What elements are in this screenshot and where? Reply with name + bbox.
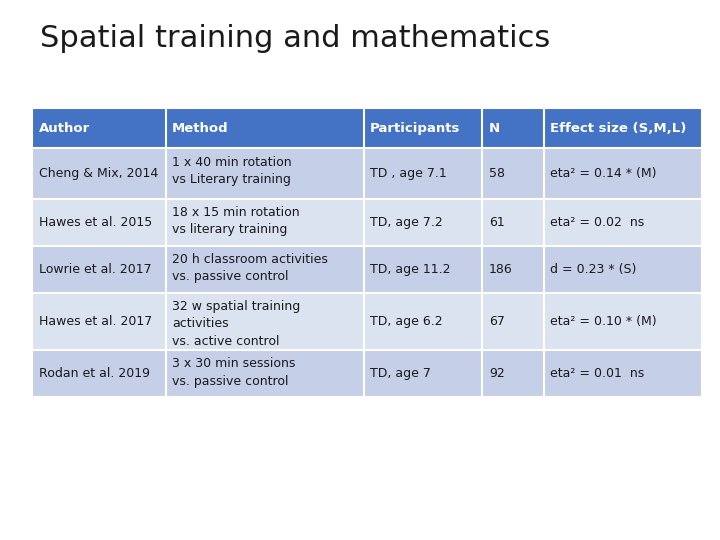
Text: 61: 61 bbox=[489, 215, 505, 229]
Text: Effect size (S,M,L): Effect size (S,M,L) bbox=[550, 122, 686, 135]
Bar bbox=[32, 199, 166, 246]
Bar bbox=[482, 350, 544, 397]
Text: Author: Author bbox=[39, 122, 90, 135]
Bar bbox=[482, 148, 544, 199]
Bar bbox=[482, 293, 544, 350]
Text: eta² = 0.02  ns: eta² = 0.02 ns bbox=[550, 215, 644, 229]
Bar bbox=[166, 293, 364, 350]
Text: TD, age 11.2: TD, age 11.2 bbox=[370, 262, 451, 276]
Text: Hawes et al. 2015: Hawes et al. 2015 bbox=[39, 215, 152, 229]
Bar bbox=[166, 148, 364, 199]
Bar bbox=[32, 246, 166, 293]
Bar bbox=[482, 246, 544, 293]
Text: Lowrie et al. 2017: Lowrie et al. 2017 bbox=[39, 262, 151, 276]
Text: 92: 92 bbox=[489, 367, 505, 381]
Text: Hawes et al. 2017: Hawes et al. 2017 bbox=[39, 315, 152, 328]
Text: d = 0.23 * (S): d = 0.23 * (S) bbox=[550, 262, 636, 276]
Bar bbox=[544, 246, 702, 293]
Text: TD , age 7.1: TD , age 7.1 bbox=[370, 167, 447, 180]
Bar bbox=[544, 108, 702, 148]
Bar bbox=[544, 293, 702, 350]
Bar bbox=[364, 350, 482, 397]
Text: 67: 67 bbox=[489, 315, 505, 328]
Bar bbox=[166, 199, 364, 246]
Bar bbox=[482, 199, 544, 246]
Text: Rodan et al. 2019: Rodan et al. 2019 bbox=[39, 367, 150, 381]
Text: Method: Method bbox=[172, 122, 229, 135]
Text: Cheng & Mix, 2014: Cheng & Mix, 2014 bbox=[39, 167, 158, 180]
Bar bbox=[544, 148, 702, 199]
Bar bbox=[166, 108, 364, 148]
Text: eta² = 0.10 * (M): eta² = 0.10 * (M) bbox=[550, 315, 657, 328]
Bar bbox=[166, 350, 364, 397]
Bar bbox=[544, 199, 702, 246]
Text: 1 x 40 min rotation
vs Literary training: 1 x 40 min rotation vs Literary training bbox=[172, 156, 292, 186]
Bar bbox=[32, 148, 166, 199]
Bar bbox=[166, 246, 364, 293]
Bar bbox=[32, 108, 166, 148]
Text: Participants: Participants bbox=[370, 122, 461, 135]
Bar bbox=[364, 148, 482, 199]
Bar bbox=[364, 246, 482, 293]
Bar bbox=[364, 108, 482, 148]
Text: 3 x 30 min sessions
vs. passive control: 3 x 30 min sessions vs. passive control bbox=[172, 357, 295, 388]
Text: eta² = 0.14 * (M): eta² = 0.14 * (M) bbox=[550, 167, 657, 180]
Bar bbox=[544, 350, 702, 397]
Bar bbox=[364, 293, 482, 350]
Text: 186: 186 bbox=[489, 262, 513, 276]
Text: 20 h classroom activities
vs. passive control: 20 h classroom activities vs. passive co… bbox=[172, 253, 328, 283]
Text: TD, age 7.2: TD, age 7.2 bbox=[370, 215, 443, 229]
Text: eta² = 0.01  ns: eta² = 0.01 ns bbox=[550, 367, 644, 381]
Bar bbox=[32, 350, 166, 397]
Text: 58: 58 bbox=[489, 167, 505, 180]
Bar bbox=[364, 199, 482, 246]
Text: TD, age 6.2: TD, age 6.2 bbox=[370, 315, 443, 328]
Bar bbox=[32, 108, 702, 397]
Bar bbox=[32, 293, 166, 350]
Bar bbox=[482, 108, 544, 148]
Text: Spatial training and mathematics: Spatial training and mathematics bbox=[40, 24, 550, 53]
Text: TD, age 7: TD, age 7 bbox=[370, 367, 431, 381]
Text: 32 w spatial training
activities
vs. active control: 32 w spatial training activities vs. act… bbox=[172, 300, 300, 348]
Text: 18 x 15 min rotation
vs literary training: 18 x 15 min rotation vs literary trainin… bbox=[172, 206, 300, 236]
Text: N: N bbox=[489, 122, 500, 135]
